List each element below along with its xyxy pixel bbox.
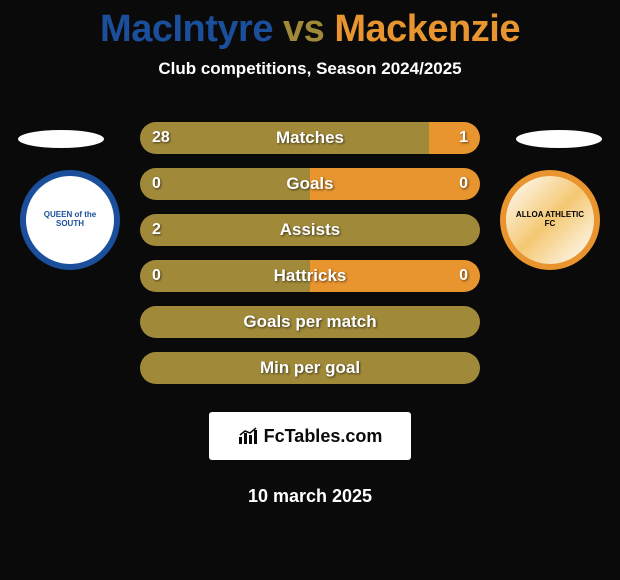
club-crest-right: ALLOA ATHLETIC FC	[500, 170, 600, 270]
stat-label: Matches	[140, 128, 480, 148]
chart-icon	[238, 427, 260, 445]
page-title: MacIntyre vs Mackenzie	[0, 0, 620, 51]
stat-label: Hattricks	[140, 266, 480, 286]
decoration-squiggle-left	[18, 130, 104, 148]
stat-bar-min-per-goal: Min per goal	[140, 352, 480, 384]
stat-label: Min per goal	[140, 358, 480, 378]
player2-name: Mackenzie	[334, 8, 520, 50]
club-crest-left-label: QUEEN of the SOUTH	[26, 211, 114, 229]
stat-right-value: 0	[459, 175, 468, 193]
stat-label: Goals	[140, 174, 480, 194]
stat-bar-hattricks: 0 Hattricks 0	[140, 260, 480, 292]
stat-right-value: 1	[459, 129, 468, 147]
decoration-squiggle-right	[516, 130, 602, 148]
stat-bar-goals-per-match: Goals per match	[140, 306, 480, 338]
comparison-card: MacIntyre vs Mackenzie Club competitions…	[0, 0, 620, 580]
club-crest-right-label: ALLOA ATHLETIC FC	[506, 211, 594, 229]
stat-bars: 28 Matches 1 0 Goals 0 2 Assists 0 Hattr…	[140, 122, 480, 507]
stat-bar-goals: 0 Goals 0	[140, 168, 480, 200]
player1-name: MacIntyre	[100, 8, 273, 50]
brand-text: FcTables.com	[264, 426, 383, 447]
stat-label: Goals per match	[140, 312, 480, 332]
stat-bar-assists: 2 Assists	[140, 214, 480, 246]
stat-bar-matches: 28 Matches 1	[140, 122, 480, 154]
date-label: 10 march 2025	[140, 486, 480, 507]
stat-label: Assists	[140, 220, 480, 240]
vs-text: vs	[283, 8, 324, 50]
brand-watermark: FcTables.com	[209, 412, 411, 460]
subtitle: Club competitions, Season 2024/2025	[0, 59, 620, 79]
club-crest-left: QUEEN of the SOUTH	[20, 170, 120, 270]
stat-right-value: 0	[459, 267, 468, 285]
